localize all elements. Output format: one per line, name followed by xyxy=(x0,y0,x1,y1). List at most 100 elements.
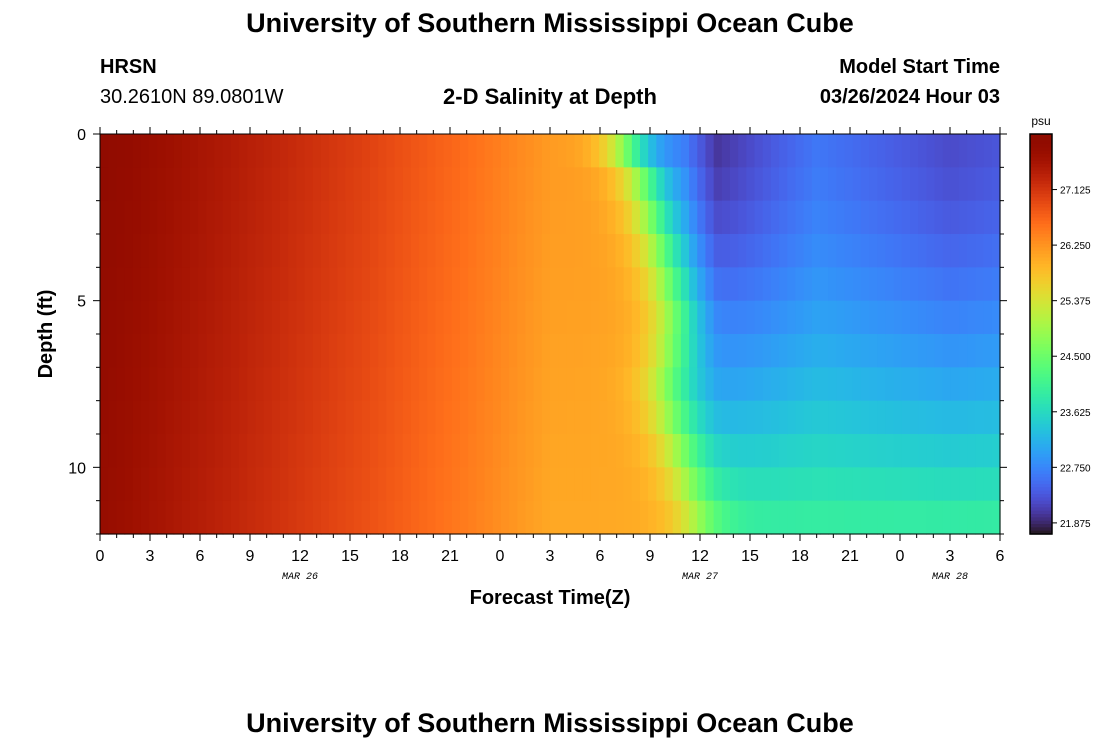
heatmap-cell xyxy=(942,134,952,168)
heatmap-cell xyxy=(910,467,919,502)
heatmap-cell xyxy=(680,300,690,335)
salinity-chart: 0 3 6 9 12 15 18 21 0 3 6 9 12 15 18 21 0 3 6 MAR 26 MAR 27 M… xyxy=(35,114,1091,609)
heatmap-cell xyxy=(116,334,126,368)
heatmap-cell xyxy=(926,134,936,168)
heatmap-cell xyxy=(836,134,846,168)
heatmap-cell xyxy=(574,434,584,468)
heatmap-cell xyxy=(288,367,297,402)
heatmap-cell xyxy=(697,200,707,235)
heatmap-cell xyxy=(926,300,936,335)
heatmap-cell xyxy=(762,500,772,535)
heatmap-cell xyxy=(222,400,232,435)
heatmap-cell xyxy=(525,367,535,402)
heatmap-cell xyxy=(533,400,543,435)
heatmap-cell xyxy=(525,434,535,468)
heatmap-cell xyxy=(811,434,821,468)
heatmap-cell xyxy=(239,234,248,268)
heatmap-cell xyxy=(173,134,183,168)
colorbar-segment xyxy=(1030,177,1052,182)
heatmap-cell xyxy=(950,300,960,335)
heatmap-cell xyxy=(975,367,985,402)
heatmap-cell xyxy=(468,234,477,268)
heatmap-cell xyxy=(950,434,960,468)
heatmap-cell xyxy=(435,400,445,435)
heatmap-cell xyxy=(304,467,314,502)
heatmap-cell xyxy=(100,367,109,402)
heatmap-cell xyxy=(198,334,207,368)
heatmap-cell xyxy=(828,334,837,368)
heatmap-cell xyxy=(885,467,895,502)
heatmap-cell xyxy=(214,334,224,368)
heatmap-cell xyxy=(460,334,469,368)
heatmap-cell xyxy=(296,500,306,535)
heatmap-cell xyxy=(247,400,257,435)
heatmap-cell xyxy=(500,300,510,335)
heatmap-cell xyxy=(206,434,216,468)
footer-title: University of Southern Mississippi Ocean… xyxy=(246,708,854,738)
heatmap-cell xyxy=(795,167,805,202)
heatmap-cell xyxy=(893,267,903,302)
heatmap-cell xyxy=(116,367,126,402)
heatmap-cell xyxy=(746,434,756,468)
heatmap-cell xyxy=(427,267,437,302)
heatmap-cell xyxy=(550,267,559,302)
heatmap-cell xyxy=(541,167,551,202)
heatmap-cell xyxy=(697,500,707,535)
heatmap-cell xyxy=(304,134,314,168)
heatmap-cell xyxy=(942,400,952,435)
heatmap-cell xyxy=(181,367,191,402)
heatmap-cell xyxy=(934,134,944,168)
heatmap-cell xyxy=(165,467,175,502)
heatmap-cell xyxy=(525,134,535,168)
heatmap-cell xyxy=(656,434,666,468)
colorbar-segment xyxy=(1030,440,1052,445)
heatmap-cell xyxy=(844,267,854,302)
heatmap-cell xyxy=(795,467,805,502)
heatmap-cell xyxy=(443,234,453,268)
axis-labels: 0 3 6 9 12 15 18 21 0 3 6 9 12 15 18 21 0 3 6 MAR 26 MAR 27 M… xyxy=(68,127,1004,583)
heatmap-cell xyxy=(787,367,797,402)
heatmap-cell xyxy=(828,400,837,435)
heatmap-cell xyxy=(419,367,428,402)
heatmap-cell xyxy=(942,334,952,368)
heatmap-cell xyxy=(402,200,412,235)
heatmap-cell xyxy=(574,167,584,202)
heatmap-cell xyxy=(869,467,878,502)
heatmap-cell xyxy=(779,200,788,235)
heatmap-cell xyxy=(533,134,543,168)
colorbar-segment xyxy=(1030,420,1052,425)
colorbar-segment xyxy=(1030,260,1052,265)
heatmap-cell xyxy=(599,434,608,468)
heatmap-cell xyxy=(435,267,445,302)
heatmap-cell xyxy=(615,267,625,302)
heatmap-cell xyxy=(926,367,936,402)
heatmap-cell xyxy=(803,334,813,368)
heatmap-cell xyxy=(754,500,764,535)
heatmap-cell xyxy=(329,234,338,268)
heatmap-cell xyxy=(697,300,707,335)
heatmap-cell xyxy=(370,200,379,235)
colorbar-segment xyxy=(1030,214,1052,218)
colorbar-segment xyxy=(1030,147,1052,152)
heatmap-cell xyxy=(967,167,977,202)
heatmap-cell xyxy=(500,400,510,435)
heatmap-cell xyxy=(378,167,387,202)
heatmap-cell xyxy=(263,334,273,368)
heatmap-cell xyxy=(296,300,306,335)
heatmap-cell xyxy=(288,134,297,168)
heatmap-cell xyxy=(689,334,698,368)
heatmap-cell xyxy=(680,500,690,535)
heatmap-cell xyxy=(460,134,469,168)
heatmap-cell xyxy=(149,334,158,368)
heatmap-cell xyxy=(214,200,224,235)
heatmap-cell xyxy=(959,367,968,402)
heatmap-cell xyxy=(689,434,698,468)
heatmap-cell xyxy=(623,334,633,368)
heatmap-cell xyxy=(869,334,878,368)
heatmap-cell xyxy=(631,367,641,402)
heatmap-cell xyxy=(468,300,477,335)
heatmap-cell xyxy=(877,300,887,335)
heatmap-cell xyxy=(361,300,371,335)
heatmap-cell xyxy=(844,467,854,502)
heatmap-cell xyxy=(713,500,723,535)
